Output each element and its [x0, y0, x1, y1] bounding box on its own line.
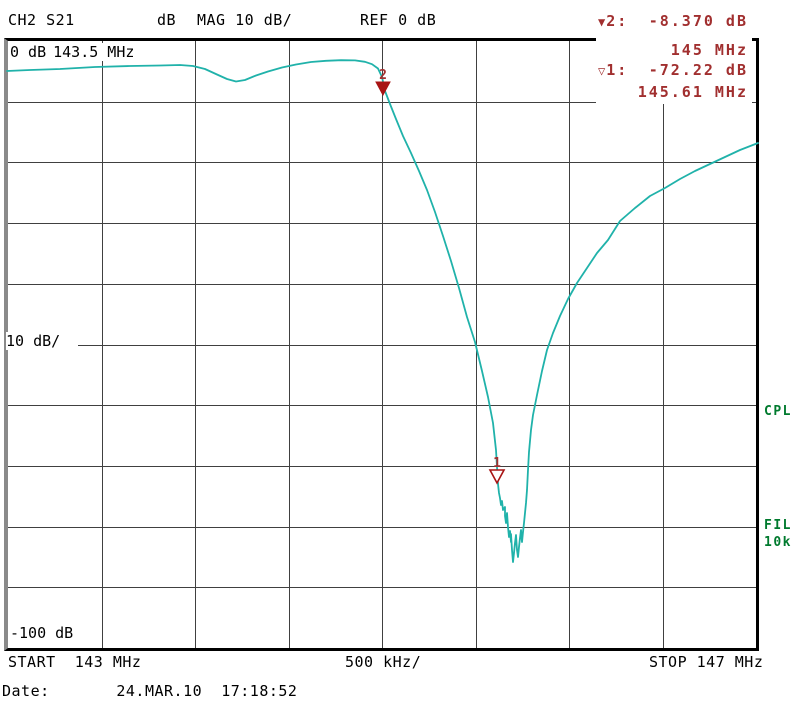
min-level-label: -100 dB — [10, 624, 88, 642]
grid-horizontal-line — [8, 526, 756, 528]
grid-horizontal-line — [8, 465, 756, 467]
channel-trace-label: CH2 S21 — [8, 11, 75, 29]
frequency-per-div-label: 500 kHz/ — [345, 653, 422, 671]
marker2-value: -8.370 dB — [648, 12, 748, 30]
grid-horizontal-line — [8, 587, 756, 589]
scale-per-div-label: 10 dB/ — [6, 332, 78, 350]
marker-readout-panel: ▼2: -8.370 dB 145 MHz ▽1: -72.22 dB 145.… — [596, 6, 752, 104]
filter-bandwidth-label: 10k — [764, 535, 792, 550]
marker2-filled-triangle-icon: ▼ — [598, 15, 606, 29]
date-time-stamp: Date: 24.MAR.10 17:18:52 — [2, 682, 298, 700]
grid-horizontal-line — [8, 162, 756, 164]
marker1-frequency: 145.61 MHz — [637, 83, 748, 101]
coupling-status-label: CPL — [764, 404, 792, 419]
marker1-id: ▽1: — [598, 61, 629, 79]
ref-line-label: 0 dB 143.5 MHz — [10, 43, 168, 61]
filter-status-label: FIL — [764, 518, 792, 533]
ref-line-level: 0 dB — [10, 43, 47, 61]
marker1-readout: ▽1: -72.22 dB — [598, 61, 748, 79]
marker2-id: ▼2: — [598, 12, 629, 30]
ref-level-label: REF 0 dB — [360, 11, 437, 29]
grid-horizontal-line — [8, 344, 756, 346]
ref-line-freq: 143.5 MHz — [53, 43, 135, 61]
stop-frequency-label: STOP 147 MHz — [649, 653, 764, 671]
scale-mode-label: MAG 10 dB/ — [197, 11, 293, 29]
grid-horizontal-line — [8, 223, 756, 225]
unit-label: dB — [157, 11, 177, 29]
grid-horizontal-line — [8, 283, 756, 285]
marker2-readout: ▼2: -8.370 dB — [598, 12, 748, 30]
start-frequency-label: START 143 MHz — [8, 653, 142, 671]
marker1-value: -72.22 dB — [648, 61, 748, 79]
grid-horizontal-line — [8, 405, 756, 407]
marker1-hollow-triangle-icon: ▽ — [598, 64, 606, 78]
measurement-grid — [4, 38, 759, 651]
marker2-frequency: 145 MHz — [670, 41, 748, 59]
